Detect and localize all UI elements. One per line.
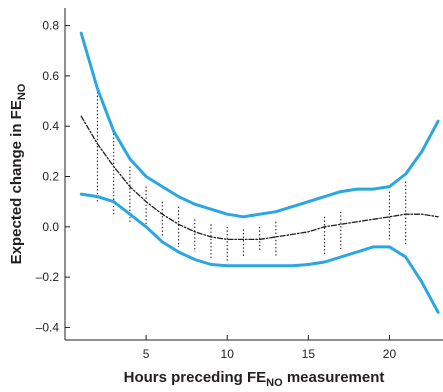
upper-bound-line [79,31,440,219]
estimate-line [80,115,439,241]
y-axis-title-sub: NO [16,83,28,100]
x-tick-label: 10 [221,347,235,361]
y-tick-label: 0.8 [42,19,59,33]
y-tick-label: 0.0 [42,220,59,234]
x-tick-label: 20 [383,347,397,361]
x-axis-title-suffix: measurement [283,369,385,386]
x-axis-title-sub: NO [266,377,283,389]
x-axis-title: Hours preceding FENO measurement [124,369,385,389]
y-tick-label: 0.4 [42,119,59,133]
x-axis-title-main: Hours preceding FE [124,369,267,386]
plot-marks [79,31,440,314]
tick-marks: 0.8 0.6 0.4 0.2 0.0 –0.2 –0.4 5 10 15 20 [36,19,397,361]
y-tick-label: 0.6 [42,69,59,83]
axes [64,8,443,341]
y-tick-label: –0.2 [36,270,60,284]
y-tick-label: 0.2 [42,170,59,184]
x-tick-label: 15 [302,347,316,361]
x-tick-label: 5 [143,347,150,361]
y-axis-title-main: Expected change in FE [8,100,25,264]
lower-bound-line [79,192,440,314]
y-axis-title: Expected change in FENO [8,83,28,264]
y-tick-label: –0.4 [36,320,60,334]
